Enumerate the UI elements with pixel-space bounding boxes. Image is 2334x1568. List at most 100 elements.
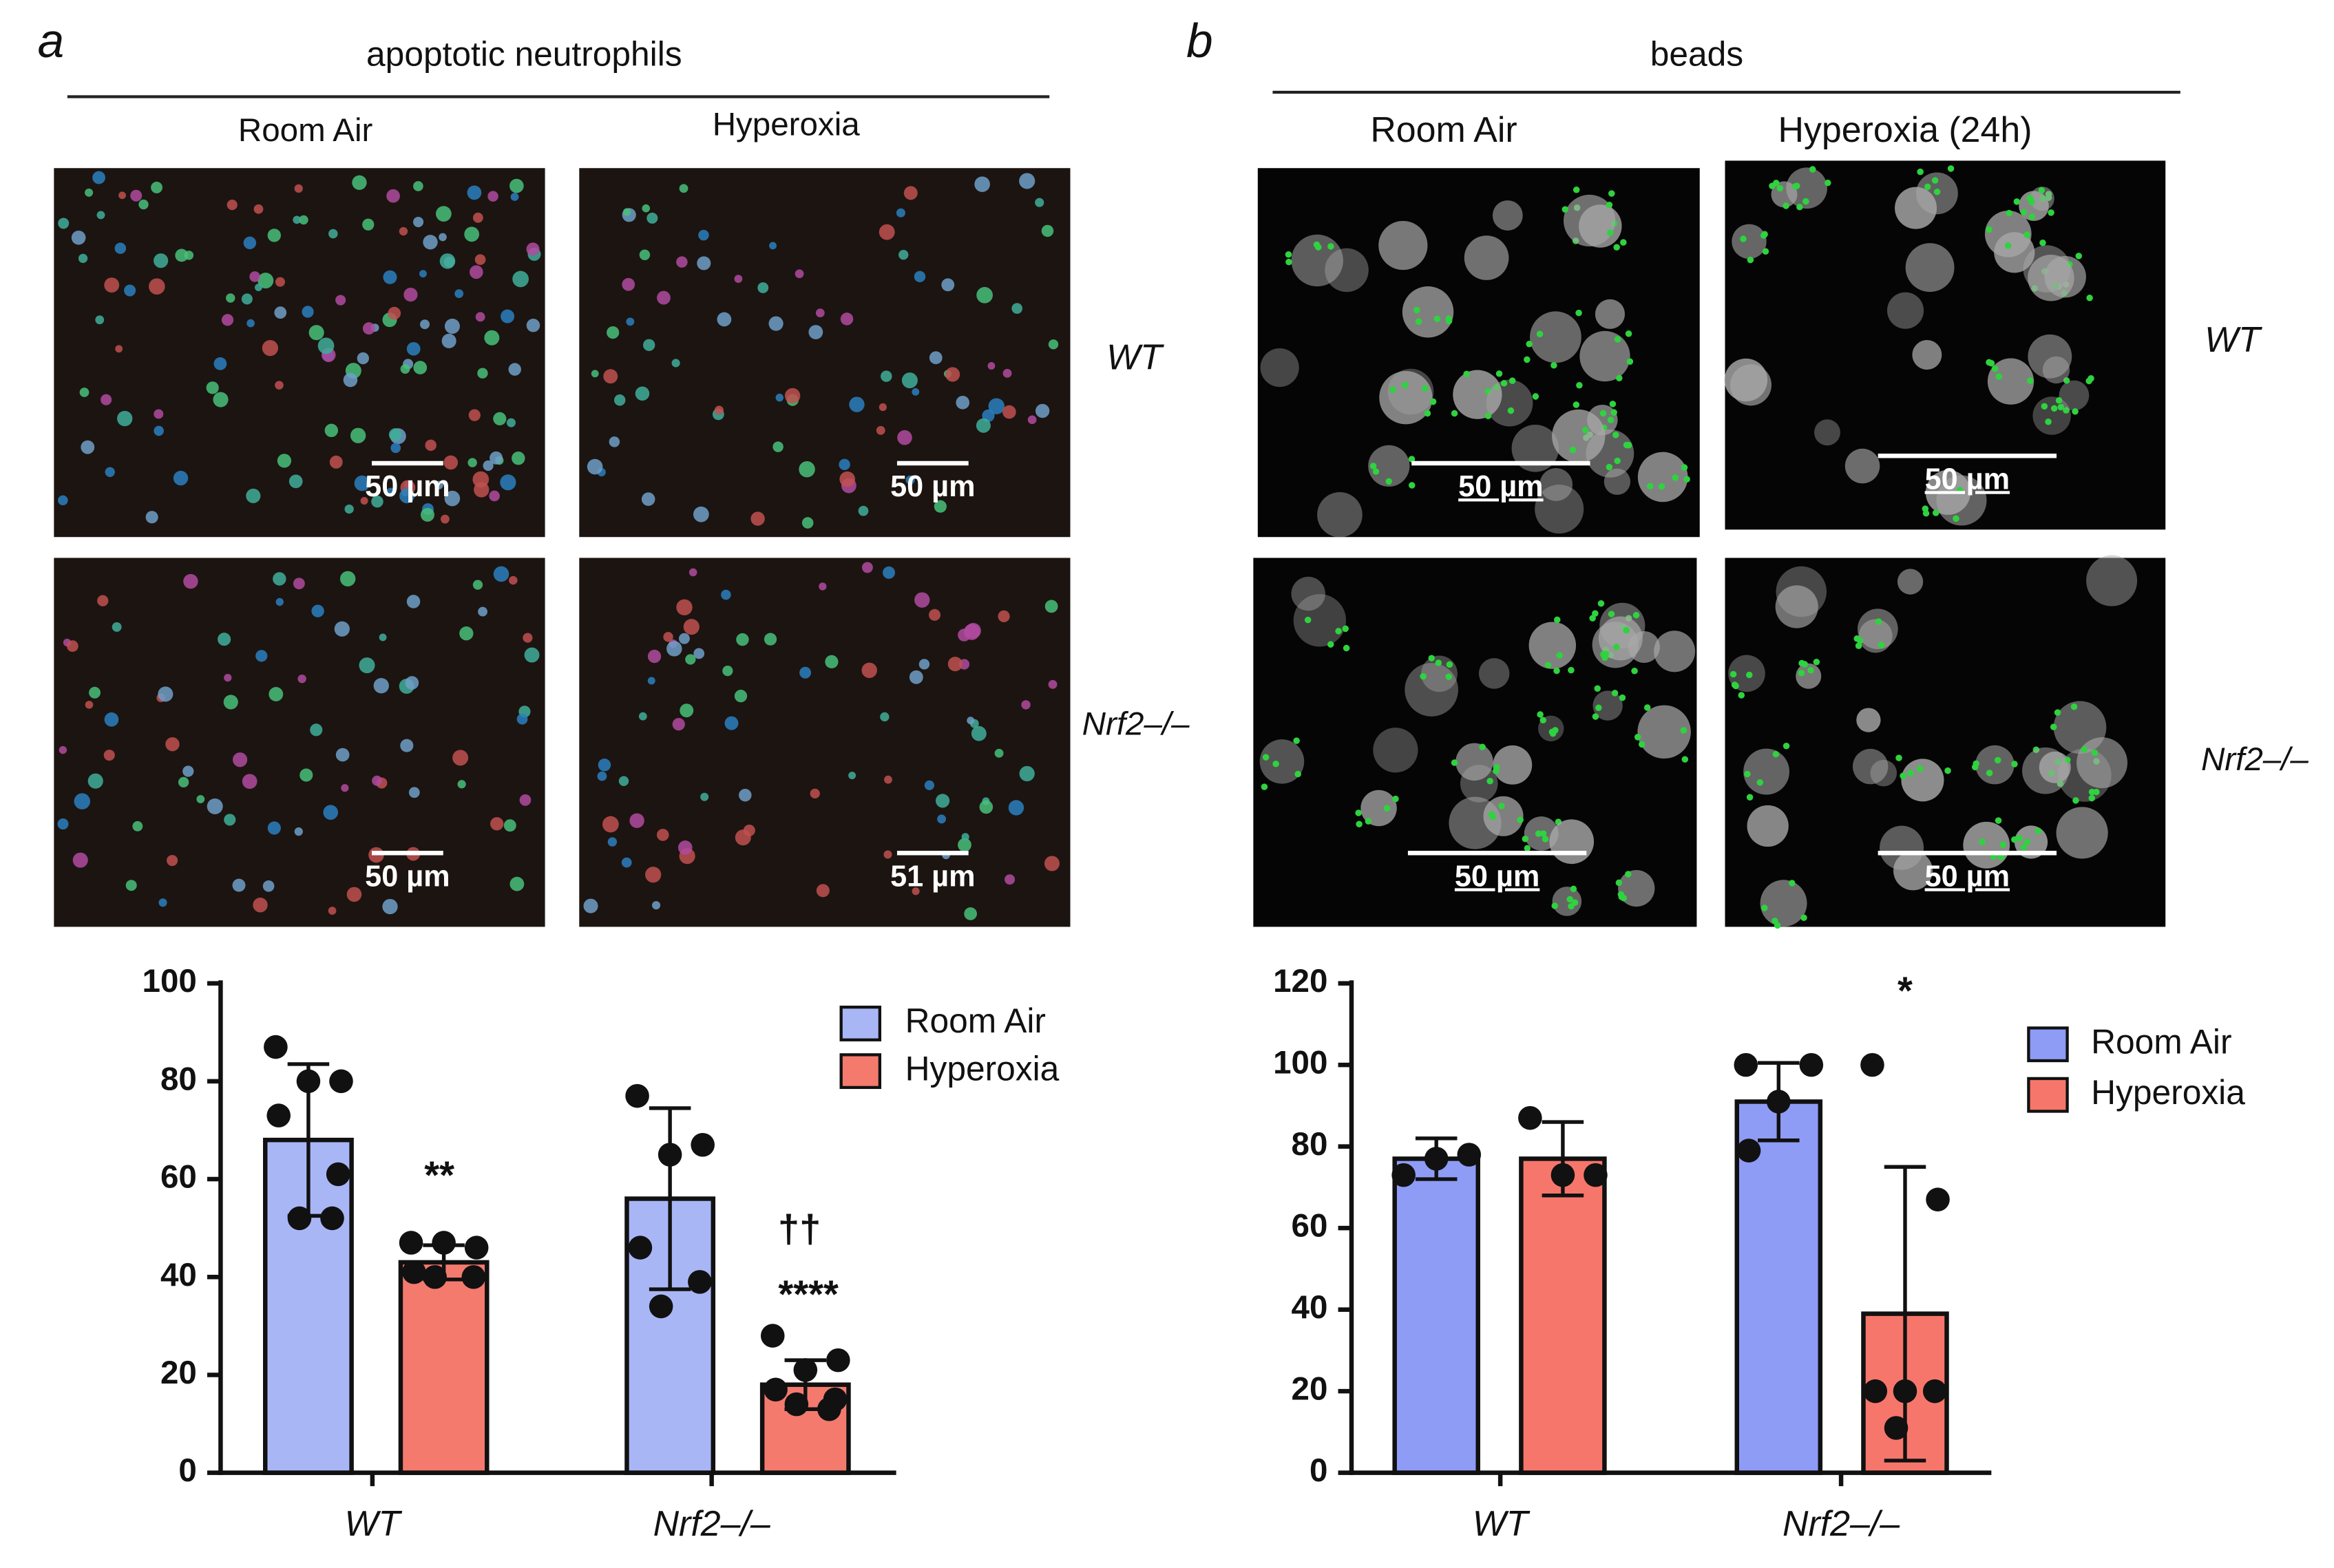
cell: [89, 686, 101, 699]
data-point: [625, 1083, 649, 1108]
bead: [1747, 256, 1754, 264]
bead: [1994, 756, 2001, 764]
data-point: [784, 1392, 809, 1417]
bead: [1262, 754, 1270, 761]
cell: [388, 306, 401, 320]
cell: [621, 857, 632, 868]
x-tick-label: WT: [345, 1503, 403, 1543]
bead: [1550, 361, 1557, 369]
cell: [489, 490, 500, 502]
nucleus: [2028, 254, 2074, 301]
legend-swatch: [2027, 1026, 2069, 1063]
nucleus: [1379, 371, 1433, 425]
bead: [1632, 611, 1640, 619]
nucleus: [2086, 555, 2138, 606]
cell: [734, 275, 743, 283]
cell: [373, 678, 389, 694]
bead: [1293, 737, 1300, 744]
cell: [879, 224, 895, 240]
nucleus: [1260, 348, 1299, 388]
bead: [1493, 764, 1500, 771]
cell: [914, 271, 926, 283]
bead: [1895, 754, 1902, 761]
bead: [1647, 483, 1654, 490]
cell: [768, 316, 784, 331]
cell: [880, 712, 890, 722]
y-tick-label: 20: [160, 1355, 197, 1391]
cell: [897, 430, 912, 445]
nucleus: [1552, 409, 1606, 463]
bead: [1774, 922, 1781, 929]
cell: [757, 282, 769, 293]
cell: [469, 265, 483, 279]
cell: [262, 340, 279, 357]
cell: [784, 388, 801, 404]
y-tick-label: 120: [1273, 963, 1327, 999]
bead: [1435, 659, 1442, 666]
cell: [302, 306, 314, 318]
cell: [1019, 765, 1035, 782]
cell: [390, 443, 401, 454]
cell: [310, 723, 323, 737]
cell: [635, 386, 650, 401]
cell: [688, 568, 697, 577]
cell: [359, 657, 375, 674]
bead: [1619, 694, 1626, 701]
cell: [388, 428, 402, 441]
bead: [1672, 474, 1679, 481]
bead: [1634, 734, 1641, 741]
cell: [297, 674, 306, 684]
cell: [721, 589, 731, 600]
nucleus: [1293, 594, 1347, 647]
cell: [876, 425, 885, 435]
cell: [1044, 856, 1060, 871]
cell: [819, 582, 827, 591]
bead: [1356, 820, 1363, 828]
bead: [1922, 505, 1929, 512]
cell: [386, 487, 396, 497]
row-label: WT: [2205, 319, 2262, 359]
bead: [1615, 879, 1623, 887]
micrograph: 50 µm: [54, 558, 545, 927]
cell: [772, 441, 784, 452]
cell: [598, 759, 611, 772]
cell: [937, 814, 947, 824]
cell: [293, 578, 305, 590]
cell: [154, 409, 164, 419]
bead: [1597, 600, 1605, 607]
cell: [339, 571, 356, 587]
bead: [1801, 661, 1808, 668]
panel-title: beads: [1650, 34, 1743, 73]
bead: [2050, 405, 2058, 412]
cell: [213, 392, 229, 407]
bead: [1855, 642, 1862, 650]
cell: [472, 471, 490, 488]
bead: [1783, 202, 1789, 209]
bead: [2039, 240, 2046, 246]
cell: [459, 626, 474, 641]
bead: [1683, 476, 1690, 483]
cell: [472, 212, 483, 223]
scale-bar-label: 50 µm: [1455, 860, 1539, 893]
bead: [1798, 670, 1805, 677]
cell: [420, 507, 434, 522]
cell: [464, 226, 480, 242]
cell: [905, 475, 915, 485]
cell: [657, 290, 671, 305]
cell: [651, 901, 661, 910]
cell: [255, 284, 262, 292]
bead: [1610, 409, 1617, 416]
cell: [764, 633, 777, 646]
bead: [1272, 761, 1279, 767]
bead: [1979, 838, 1986, 845]
data-point: [1518, 1105, 1542, 1130]
y-tick-label: 80: [1292, 1126, 1328, 1163]
cell: [154, 253, 169, 268]
bead: [1524, 845, 1531, 852]
cell: [328, 229, 338, 239]
scale-bar-label: 50 µm: [890, 470, 975, 503]
bead: [1999, 841, 2006, 848]
cell: [524, 647, 540, 663]
cell: [587, 458, 603, 475]
